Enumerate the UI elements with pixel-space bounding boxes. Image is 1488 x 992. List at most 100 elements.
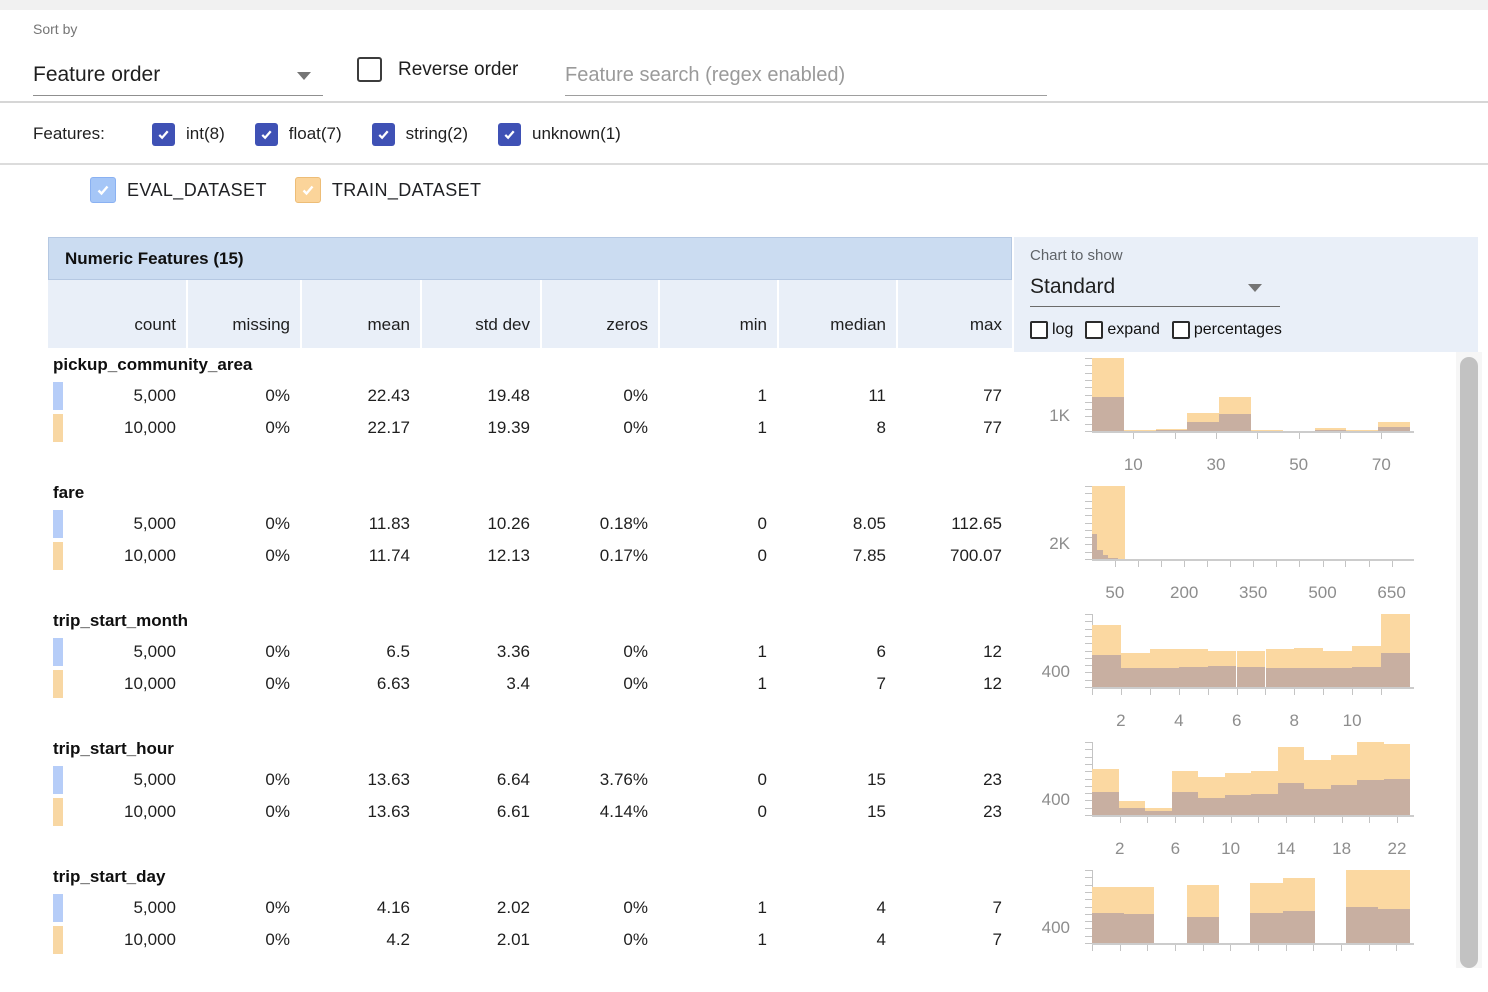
overlap-histogram-bar bbox=[1092, 792, 1119, 815]
type-filter-int[interactable]: int(8) bbox=[152, 123, 225, 146]
y-axis-tick bbox=[1085, 614, 1092, 615]
column-header-max: max bbox=[896, 280, 1012, 348]
overlap-histogram-bar bbox=[1357, 780, 1384, 815]
stat-cell-std-dev: 3.4 bbox=[420, 668, 540, 700]
y-axis-tick bbox=[1085, 815, 1092, 816]
y-axis-tick bbox=[1085, 943, 1092, 944]
x-axis-tick-label: 350 bbox=[1231, 583, 1275, 603]
x-axis-tick bbox=[1175, 433, 1176, 439]
table-title: Numeric Features (15) bbox=[65, 249, 244, 269]
y-axis-tick bbox=[1085, 808, 1092, 809]
feature-stats-row-train: 10,0000%11.7412.130.17%07.85700.07 bbox=[48, 540, 1012, 572]
y-axis-tick bbox=[1085, 672, 1092, 673]
unchecked-checkbox-icon[interactable] bbox=[1172, 321, 1190, 339]
x-axis-tick-label: 10 bbox=[1111, 455, 1155, 475]
x-axis-tick-label: 8 bbox=[1272, 711, 1316, 731]
stat-cell-missing: 0% bbox=[186, 540, 300, 572]
y-axis-tick bbox=[1085, 914, 1092, 915]
stat-cell-mean: 11.83 bbox=[300, 508, 420, 540]
stat-cell-zeros: 0% bbox=[540, 380, 658, 412]
x-axis-tick-label: 50 bbox=[1277, 455, 1321, 475]
y-axis-tick bbox=[1085, 870, 1092, 871]
x-axis-tick-label: 18 bbox=[1320, 839, 1364, 859]
x-axis-tick bbox=[1381, 689, 1382, 695]
overlap-histogram-bar bbox=[1251, 794, 1278, 815]
type-filter-unknown[interactable]: unknown(1) bbox=[498, 123, 621, 146]
column-header-zeros: zeros bbox=[540, 280, 658, 348]
x-axis-tick bbox=[1175, 945, 1176, 951]
overlap-histogram-bar bbox=[1352, 667, 1381, 687]
reverse-order-control[interactable]: Reverse order bbox=[357, 57, 518, 82]
x-axis-tick bbox=[1092, 689, 1093, 695]
stat-cell-median: 15 bbox=[777, 796, 896, 828]
dataset-label: TRAIN_DATASET bbox=[332, 180, 482, 201]
checked-checkbox-icon[interactable] bbox=[152, 123, 175, 146]
x-axis-tick bbox=[1352, 689, 1353, 695]
chart-to-show-label: Chart to show bbox=[1030, 247, 1123, 264]
type-filter-string[interactable]: string(2) bbox=[372, 123, 468, 146]
x-axis-tick bbox=[1323, 689, 1324, 695]
unchecked-checkbox-icon[interactable] bbox=[1030, 321, 1048, 339]
chart-option-expand[interactable]: expand bbox=[1085, 321, 1160, 339]
eval-dataset-chip bbox=[53, 638, 63, 666]
stat-cell-min: 0 bbox=[658, 796, 777, 828]
x-axis-tick bbox=[1369, 817, 1370, 823]
dataset-label: EVAL_DATASET bbox=[127, 180, 267, 201]
scrollbar-thumb[interactable] bbox=[1460, 357, 1478, 968]
facets-overview: Sort by Feature order Reverse order Feat… bbox=[0, 0, 1488, 968]
stat-cell-zeros: 0% bbox=[540, 636, 658, 668]
x-axis-tick-label: 22 bbox=[1375, 839, 1419, 859]
x-axis-tick bbox=[1258, 945, 1259, 951]
stat-cell-mean: 13.63 bbox=[300, 796, 420, 828]
checked-checkbox-icon[interactable] bbox=[498, 123, 521, 146]
x-axis-tick bbox=[1341, 945, 1342, 951]
overlap-histogram-bar bbox=[1172, 792, 1199, 815]
stat-cell-median: 8 bbox=[777, 412, 896, 444]
stat-cell-mean: 6.5 bbox=[300, 636, 420, 668]
y-axis-tick bbox=[1085, 358, 1092, 359]
x-axis-tick bbox=[1257, 433, 1258, 439]
x-axis-tick bbox=[1369, 945, 1370, 951]
stat-cell-zeros: 0.18% bbox=[540, 508, 658, 540]
scrollbar-track[interactable] bbox=[1456, 352, 1482, 968]
stat-cell-max: 12 bbox=[896, 668, 1012, 700]
checked-checkbox-icon[interactable] bbox=[255, 123, 278, 146]
stat-cell-zeros: 0% bbox=[540, 924, 658, 956]
x-axis-tick bbox=[1286, 817, 1287, 823]
checked-checkbox-icon[interactable] bbox=[372, 123, 395, 146]
feature-name: trip_start_month bbox=[53, 611, 188, 631]
feature-histogram: 2K50200350500650 bbox=[1038, 480, 1449, 608]
stat-cell-mean: 22.43 bbox=[300, 380, 420, 412]
dataset-toggle-train_dataset[interactable]: TRAIN_DATASET bbox=[295, 177, 482, 203]
y-axis-tick bbox=[1085, 416, 1092, 417]
y-axis-tick bbox=[1085, 921, 1092, 922]
column-header-mean: mean bbox=[300, 280, 420, 348]
eval-dataset-chip bbox=[53, 766, 63, 794]
x-axis-line bbox=[1092, 815, 1414, 817]
type-filter-float[interactable]: float(7) bbox=[255, 123, 342, 146]
x-axis-tick bbox=[1253, 561, 1254, 567]
x-axis-tick bbox=[1314, 817, 1315, 823]
chart-option-percentages[interactable]: percentages bbox=[1172, 321, 1282, 339]
unchecked-checkbox-icon[interactable] bbox=[1085, 321, 1103, 339]
stat-cell-max: 700.07 bbox=[896, 540, 1012, 572]
sort-by-select[interactable]: Feature order bbox=[33, 55, 323, 96]
checked-checkbox-icon[interactable] bbox=[90, 177, 116, 203]
overlap-histogram-bar bbox=[1225, 795, 1252, 815]
stat-cell-max: 7 bbox=[896, 892, 1012, 924]
y-axis-tick bbox=[1085, 402, 1092, 403]
reverse-order-checkbox[interactable] bbox=[357, 57, 382, 82]
feature-stats-row-eval: 5,0000%11.8310.260.18%08.05112.65 bbox=[48, 508, 1012, 540]
x-axis-tick bbox=[1340, 433, 1341, 439]
checked-checkbox-icon[interactable] bbox=[295, 177, 321, 203]
x-axis-tick-label: 500 bbox=[1301, 583, 1345, 603]
stat-cell-std-dev: 12.13 bbox=[420, 540, 540, 572]
stat-cell-min: 0 bbox=[658, 540, 777, 572]
dataset-toggle-eval_dataset[interactable]: EVAL_DATASET bbox=[90, 177, 267, 203]
feature-search-input[interactable] bbox=[565, 55, 1047, 96]
stat-cell-std-dev: 19.39 bbox=[420, 412, 540, 444]
x-axis-tick bbox=[1345, 561, 1346, 567]
chart-option-log[interactable]: log bbox=[1030, 321, 1073, 339]
chart-type-select[interactable]: Standard bbox=[1030, 269, 1280, 307]
y-axis-tick bbox=[1085, 687, 1092, 688]
